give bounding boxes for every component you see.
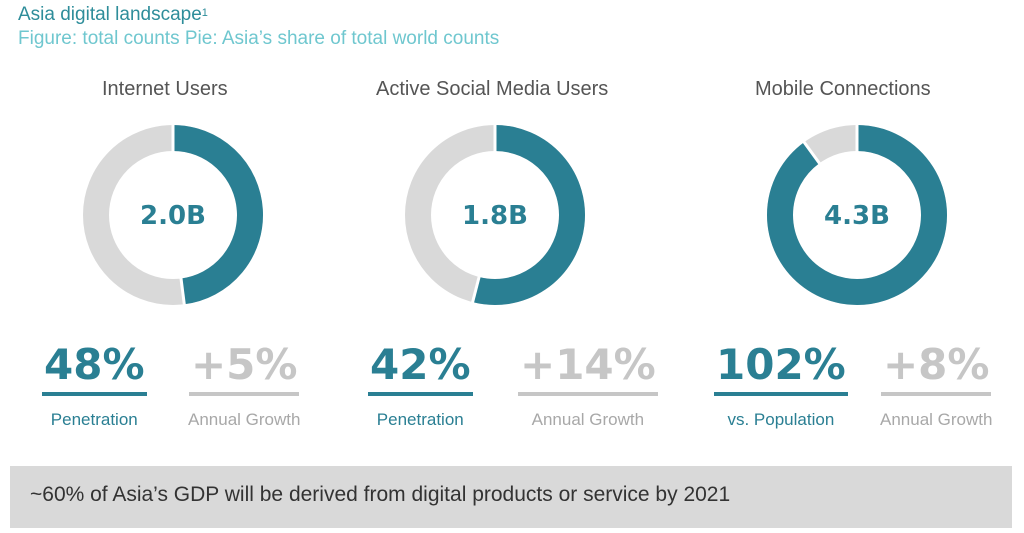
- stat-label: Penetration: [376, 410, 464, 429]
- stat-label: Annual Growth: [188, 410, 301, 429]
- header-subtitle: Figure: total counts Pie: Asia’s share o…: [18, 28, 500, 49]
- donut-slice-asia: [472, 125, 585, 305]
- stat-value: 48%: [42, 340, 147, 396]
- stat-value: +5%: [188, 340, 300, 396]
- donut-chart-internet-users: 2.0B: [83, 124, 263, 306]
- stat-label: Annual Growth: [880, 410, 993, 429]
- donut-slice-gap: [179, 277, 186, 306]
- panel-title: Mobile Connections: [755, 78, 931, 100]
- donut-chart-mobile-connections: 4.3B: [767, 124, 947, 305]
- stat-annual-growth: +8% Annual Growth: [880, 340, 992, 430]
- panel-internet-users: Internet Users 2.0B 48% Penetration +5% …: [0, 0, 340, 440]
- panel-active-social-media-users: Active Social Media Users 1.8B 42% Penet…: [340, 0, 680, 440]
- stat-annual-growth: +14% Annual Growth: [518, 340, 658, 430]
- donut-slice-asia: [767, 125, 947, 305]
- footer-text: ~60% of Asia’s GDP will be derived from …: [30, 483, 731, 506]
- footnote-marker: 1: [201, 7, 208, 19]
- donut-chart-social-media-users: 1.8B: [405, 124, 585, 305]
- stat-annual-growth: +5% Annual Growth: [188, 340, 300, 430]
- stat-value: +8%: [880, 340, 992, 396]
- stat-value: +14%: [518, 340, 658, 396]
- stat-label: Penetration: [50, 410, 138, 429]
- footer-callout: ~60% of Asia’s GDP will be derived from …: [10, 466, 1012, 528]
- donut-center-value: 4.3B: [824, 201, 890, 231]
- header-title-text: Asia digital landscape: [18, 4, 202, 25]
- stat-label: Annual Growth: [531, 410, 645, 429]
- donut-slice-gap: [802, 140, 822, 165]
- panel-title: Active Social Media Users: [376, 78, 609, 100]
- stat-value: 42%: [368, 340, 473, 396]
- donut-center-value: 1.8B: [462, 201, 528, 231]
- panel-title: Internet Users: [102, 78, 228, 100]
- stat-penetration: 48% Penetration: [42, 340, 147, 430]
- stat-penetration: 42% Penetration: [368, 340, 473, 430]
- donut-slice-asia: [172, 125, 263, 305]
- header-title: Asia digital landscape1: [18, 4, 208, 26]
- donut-slice-gap: [470, 275, 481, 304]
- stat-label: vs. Population: [727, 410, 835, 429]
- stat-vs-population: 102% vs. Population: [714, 340, 848, 430]
- panel-mobile-connections: Mobile Connections 4.3B 102% vs. Populat…: [680, 0, 1024, 440]
- donut-center-value: 2.0B: [140, 201, 206, 231]
- stat-value: 102%: [714, 340, 848, 396]
